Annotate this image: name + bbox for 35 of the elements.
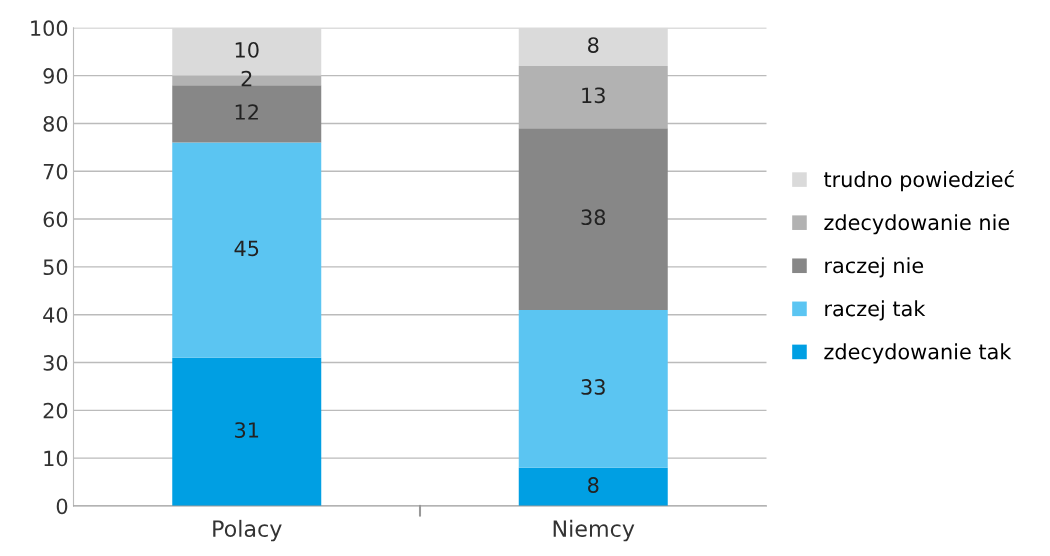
y-tick-label: 0 bbox=[56, 498, 68, 515]
data-label: 38 bbox=[581, 209, 606, 226]
data-label: 45 bbox=[234, 240, 259, 257]
data-label: 10 bbox=[235, 41, 259, 58]
y-tick-label: 80 bbox=[43, 115, 68, 132]
data-label: 2 bbox=[241, 70, 252, 87]
x-tick-label: Niemcy bbox=[553, 519, 635, 542]
y-tick-label: 100 bbox=[31, 20, 68, 37]
y-tick-label: 30 bbox=[43, 354, 68, 371]
legend-label: raczej nie bbox=[825, 257, 924, 278]
data-label: 8 bbox=[588, 37, 599, 53]
y-tick-label: 10 bbox=[44, 450, 68, 467]
bar bbox=[518, 467, 668, 506]
y-tick-label: 60 bbox=[43, 211, 68, 228]
y-tick-label: 20 bbox=[43, 402, 68, 419]
legend-label: zdecydowanie tak bbox=[824, 343, 1012, 364]
y-tick-label: 50 bbox=[43, 259, 68, 276]
legend-label: zdecydowanie nie bbox=[824, 214, 1010, 235]
data-label: 8 bbox=[588, 477, 599, 493]
x-tick-label: Polacy bbox=[213, 519, 282, 542]
data-label: 12 bbox=[235, 104, 258, 120]
y-tick-label: 90 bbox=[43, 68, 68, 84]
bar bbox=[172, 357, 322, 506]
y-tick-label: 40 bbox=[43, 307, 68, 323]
legend-label: trudno powiedzieć bbox=[823, 170, 1014, 192]
legend-label: raczej tak bbox=[825, 300, 926, 321]
bar bbox=[172, 85, 322, 143]
bar bbox=[172, 142, 322, 358]
bar bbox=[518, 309, 668, 468]
data-label: 33 bbox=[581, 379, 605, 395]
data-label: 13 bbox=[582, 87, 605, 104]
data-label: 31 bbox=[235, 422, 259, 438]
y-tick-label: 70 bbox=[43, 163, 68, 180]
bar bbox=[518, 128, 668, 310]
bar bbox=[518, 27, 668, 67]
